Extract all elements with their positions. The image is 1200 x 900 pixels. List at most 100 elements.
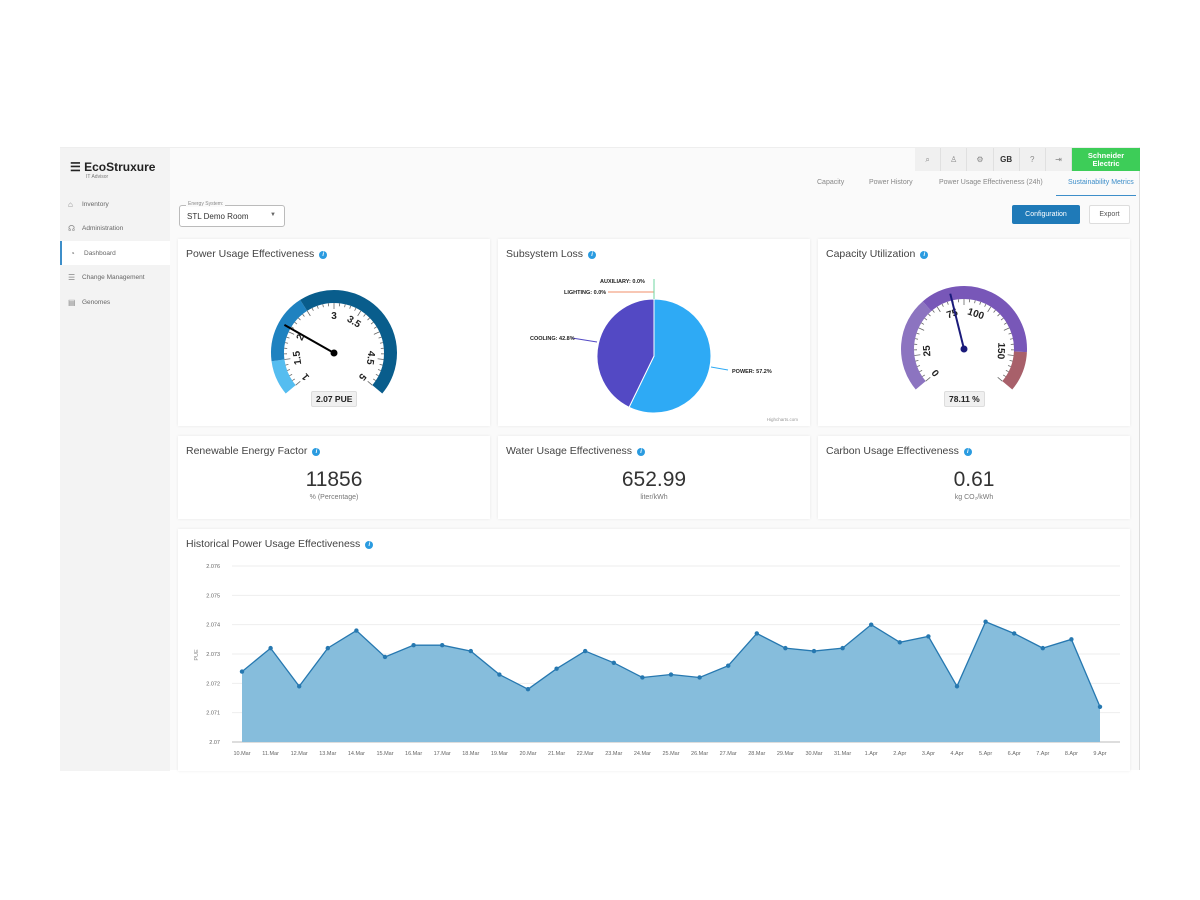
info-icon[interactable]: i [920, 251, 929, 259]
ref-value: 11856 [305, 468, 363, 491]
historical-pue-chart: 2.07 2.071 2.072 2.073 2.074 2.075 2.076 PUE 10.… [194, 564, 1120, 757]
users-icon: ☊ [68, 224, 76, 233]
data-point [840, 645, 845, 651]
info-icon[interactable]: i [588, 251, 597, 259]
gauge-tick [288, 331, 295, 335]
gauge-tick [292, 378, 296, 381]
capacity-card: Capacity Utilization i 0 25 75 100 150 78.11 … [818, 239, 1130, 426]
y-tick-label: 2.074 [206, 623, 220, 629]
gauge-tick [302, 313, 305, 317]
gear-icon[interactable]: ⚙ [967, 148, 994, 171]
data-point [811, 648, 817, 654]
locale-button[interactable]: GB [994, 148, 1020, 171]
wue-unit: liter/kWh [640, 494, 668, 501]
gauge-tick [367, 317, 370, 321]
tab-capacity[interactable]: Capacity [817, 179, 845, 186]
x-tick-label: 13.Mar [319, 751, 336, 757]
y-tick-label: 2.075 [206, 593, 220, 599]
gauge-tick [915, 359, 919, 362]
x-tick-label: 2.Apr [893, 751, 906, 757]
data-point [726, 663, 731, 668]
gauge-tick [1002, 374, 1006, 377]
gauge-tick [1008, 332, 1012, 335]
x-tick-label: 1.Apr [865, 751, 878, 757]
gauge-tick [916, 332, 920, 335]
x-tick-label: 10.Mar [233, 751, 250, 757]
sidebar-item-inventory[interactable]: ⌂ Inventory [60, 192, 170, 216]
export-button[interactable]: Export [1089, 205, 1130, 224]
user-icon[interactable]: ♙ [941, 148, 968, 171]
configuration-button[interactable]: Configuration [1012, 205, 1080, 224]
data-point [1040, 645, 1045, 651]
pie-data-label: AUXILIARY: 0.0% [600, 279, 645, 285]
gauge-tick [377, 358, 384, 360]
area-fill [242, 621, 1100, 742]
gauge-tick [316, 305, 319, 309]
x-tick-label: 20.Mar [519, 751, 536, 757]
gauge-tick [919, 369, 923, 373]
gauge-needle [949, 293, 965, 350]
logout-icon[interactable]: ⇥ [1046, 148, 1073, 171]
gauge-tick [311, 307, 314, 311]
dashboard-icon: ◔ [70, 248, 75, 258]
gauge-label: 3 [331, 311, 337, 322]
info-icon[interactable]: i [312, 448, 321, 456]
sidebar-item-genomes[interactable]: ▤ Genomes [60, 290, 170, 314]
x-tick-label: 5.Apr [979, 751, 992, 757]
tab-pue-24h[interactable]: Power Usage Effectiveness (24h) [939, 179, 1043, 186]
gauge-band [922, 286, 1027, 353]
sidebar-item-dashboard[interactable]: ◔ Dashboard [60, 241, 170, 265]
sidebar-item-label: Administration [82, 225, 124, 232]
info-icon[interactable]: i [365, 541, 374, 549]
gauge-label: 3.5 [345, 314, 363, 331]
x-tick-label: 8.Apr [1065, 751, 1078, 757]
help-icon[interactable]: ? [1020, 148, 1046, 171]
wue-card: Water Usage Effectiveness i 652.99 liter/… [498, 436, 810, 519]
chevron-down-icon: ▼ [270, 212, 276, 218]
card-title: Water Usage Effectiveness [506, 445, 633, 457]
gauge-tick [291, 326, 295, 329]
info-icon[interactable]: i [637, 448, 646, 456]
search-icon[interactable]: ⌕ [915, 148, 942, 171]
home-icon: ⌂ [68, 199, 73, 209]
sidebar-item-change-management[interactable]: ☰ Change Management [60, 266, 170, 290]
gauge-tick [294, 321, 298, 325]
gauge-tick [987, 306, 992, 313]
gauge-band [271, 359, 296, 394]
gauge-tick [1003, 327, 1010, 331]
logo-text: EcoStruxure [84, 160, 156, 174]
data-point [554, 666, 559, 671]
pue-card: Power Usage Effectiveness i 1 1.5 2 3 3.5 4.5 5… [178, 239, 490, 426]
gauge-label: 1 [300, 370, 312, 382]
gauge-tick [941, 303, 944, 307]
gauge-tick [357, 310, 362, 317]
y-tick-label: 2.072 [206, 681, 220, 687]
card-title: Carbon Usage Effectiveness [826, 445, 959, 457]
data-point [983, 619, 988, 624]
tab-sustainability-metrics[interactable]: Sustainability Metrics [1068, 179, 1134, 186]
gauge-tick [370, 321, 374, 325]
tab-power-history[interactable]: Power History [869, 179, 913, 186]
data-point [783, 645, 788, 651]
energy-system-select[interactable]: Energy System: STL Demo Room ▼ [179, 201, 285, 227]
info-icon[interactable]: i [319, 251, 328, 259]
subsystem-pie-chart: POWER: 57.2% COOLING: 42.8% LIGHTING: 0.0%… [530, 279, 798, 422]
gauge-tick [367, 380, 373, 386]
subsystem-loss-card: Subsystem Loss i POWER: 57.2% COOLING: 42.… [498, 239, 810, 426]
pie-data-label: POWER: 57.2% [732, 369, 772, 375]
cue-unit: kg CO₂/kWh [954, 494, 994, 501]
info-icon[interactable]: i [963, 448, 972, 456]
data-point [1069, 637, 1074, 642]
grid-icon: ▤ [68, 297, 76, 307]
gauge-band [300, 290, 397, 394]
gauge-tick [1009, 359, 1013, 362]
sidebar-item-administration[interactable]: ☊ Administration [60, 217, 170, 241]
gauge-band [901, 301, 932, 390]
x-tick-label: 25.Mar [662, 751, 679, 757]
gauge-tick [379, 363, 383, 366]
data-point [411, 643, 416, 648]
gauge-tick [915, 338, 919, 340]
gauge-tick [997, 376, 1003, 382]
y-axis-label: PUE [194, 649, 200, 661]
sidebar-item-label: Change Management [82, 274, 145, 281]
